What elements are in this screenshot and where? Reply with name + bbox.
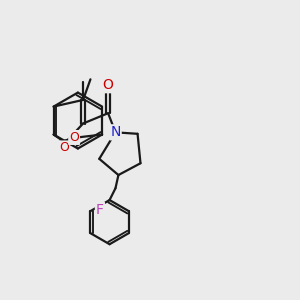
Text: O: O: [59, 141, 69, 154]
Text: F: F: [96, 202, 104, 217]
Text: O: O: [69, 131, 79, 144]
Text: O: O: [103, 78, 113, 92]
Text: N: N: [110, 125, 121, 139]
